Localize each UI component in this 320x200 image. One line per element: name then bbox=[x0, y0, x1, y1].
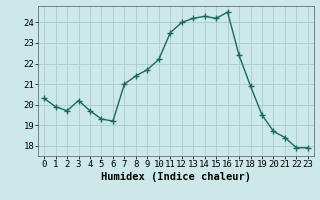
X-axis label: Humidex (Indice chaleur): Humidex (Indice chaleur) bbox=[101, 172, 251, 182]
